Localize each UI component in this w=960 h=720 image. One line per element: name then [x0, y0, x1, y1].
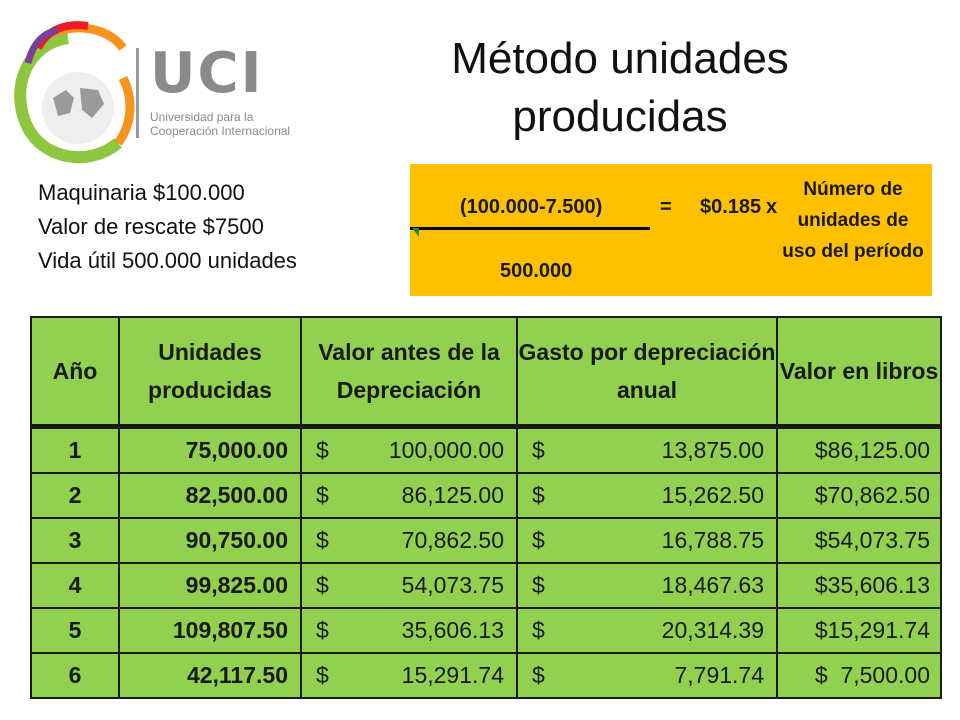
- formula-units: Número de unidades de uso del período: [778, 174, 928, 267]
- currency-symbol: $: [316, 437, 329, 463]
- currency-symbol: $: [316, 482, 329, 508]
- currency-symbol: $: [532, 437, 545, 463]
- expense-amount: 18,467.63: [661, 572, 764, 598]
- header-book-value: Valor en libros: [776, 316, 942, 428]
- logo-subtitle-line2: Cooperación Internacional: [150, 124, 291, 138]
- value-before-amount: 86,125.00: [401, 482, 504, 508]
- value-before-cell: $54,073.75: [300, 562, 518, 609]
- table-header-row: Año Unidades producidas Valor antes de l…: [30, 316, 942, 428]
- depreciation-table: Año Unidades producidas Valor antes de l…: [30, 316, 942, 699]
- book-value-cell: $ 7,500.00: [776, 652, 942, 699]
- formula-units-line2: unidades de: [797, 210, 909, 231]
- expense-cell: $7,791.74: [516, 652, 778, 699]
- table-row: 1 75,000.00 $100,000.00 $13,875.00 $86,1…: [30, 424, 942, 474]
- book-value-cell: $54,073.75: [776, 517, 942, 564]
- machinery-cost: Maquinaria $100.000: [38, 180, 245, 205]
- formula-units-line3: uso del período: [782, 241, 924, 262]
- formula-units-line1: Número de: [803, 179, 903, 200]
- value-before-amount: 54,073.75: [401, 572, 504, 598]
- expense-amount: 15,262.50: [661, 482, 764, 508]
- currency-symbol: $: [316, 662, 329, 688]
- expense-cell: $16,788.75: [516, 517, 778, 564]
- currency-symbol: $: [532, 617, 545, 643]
- expense-cell: $20,314.39: [516, 607, 778, 654]
- logo-subtitle: Universidad para la Cooperación Internac…: [150, 110, 290, 138]
- formula-numerator: (100.000-7.500): [460, 196, 603, 218]
- logo-divider: [136, 48, 139, 138]
- asset-info: Maquinaria $100.000 Valor de rescate $75…: [38, 176, 297, 278]
- currency-symbol: $: [316, 572, 329, 598]
- year-cell: 1: [30, 424, 120, 474]
- logo-subtitle-line1: Universidad para la: [150, 110, 254, 124]
- salvage-value: Valor de rescate $7500: [38, 214, 264, 239]
- book-value-cell: $35,606.13: [776, 562, 942, 609]
- value-before-cell: $70,862.50: [300, 517, 518, 564]
- expense-amount: 16,788.75: [661, 527, 764, 553]
- book-value-cell: $15,291.74: [776, 607, 942, 654]
- value-before-cell: $15,291.74: [300, 652, 518, 699]
- header-value-before: Valor antes de la Depreciación: [300, 316, 518, 428]
- formula-equals: =: [660, 196, 672, 218]
- year-cell: 3: [30, 517, 120, 564]
- green-marker-icon: [412, 228, 419, 237]
- currency-symbol: $: [532, 527, 545, 553]
- header-units: Unidades producidas: [118, 316, 302, 428]
- year-cell: 6: [30, 652, 120, 699]
- book-value-cell: $86,125.00: [776, 424, 942, 474]
- uci-logo: UCI Universidad para la Cooperación Inte…: [8, 18, 328, 168]
- value-before-cell: $86,125.00: [300, 472, 518, 519]
- table-row: 3 90,750.00 $70,862.50 $16,788.75 $54,07…: [30, 517, 942, 564]
- header-expense: Gasto por depreciación anual: [516, 316, 778, 428]
- expense-amount: 13,875.00: [661, 437, 764, 463]
- formula-times: x: [766, 196, 778, 218]
- table-row: 2 82,500.00 $86,125.00 $15,262.50 $70,86…: [30, 472, 942, 519]
- units-cell: 82,500.00: [118, 472, 302, 519]
- currency-symbol: $: [316, 617, 329, 643]
- page-title: Método unidades producidas: [451, 34, 789, 141]
- year-cell: 4: [30, 562, 120, 609]
- expense-cell: $18,467.63: [516, 562, 778, 609]
- units-cell: 90,750.00: [118, 517, 302, 564]
- value-before-amount: 15,291.74: [401, 662, 504, 688]
- units-cell: 109,807.50: [118, 607, 302, 654]
- expense-amount: 20,314.39: [661, 617, 764, 643]
- globe-swirl-icon: [14, 21, 135, 164]
- year-cell: 2: [30, 472, 120, 519]
- table-row: 4 99,825.00 $54,073.75 $18,467.63 $35,60…: [30, 562, 942, 609]
- formula-rate: $0.185: [700, 196, 762, 218]
- currency-symbol: $: [532, 482, 545, 508]
- currency-symbol: $: [532, 662, 545, 688]
- expense-amount: 7,791.74: [674, 662, 764, 688]
- value-before-cell: $100,000.00: [300, 424, 518, 474]
- units-cell: 99,825.00: [118, 562, 302, 609]
- value-before-amount: 35,606.13: [401, 617, 504, 643]
- year-cell: 5: [30, 607, 120, 654]
- expense-cell: $15,262.50: [516, 472, 778, 519]
- fraction-line: [410, 227, 650, 230]
- value-before-cell: $35,606.13: [300, 607, 518, 654]
- value-before-amount: 100,000.00: [388, 437, 504, 463]
- expense-cell: $13,875.00: [516, 424, 778, 474]
- units-cell: 75,000.00: [118, 424, 302, 474]
- currency-symbol: $: [316, 527, 329, 553]
- formula-denominator: 500.000: [500, 260, 573, 282]
- header-year: Año: [30, 316, 120, 428]
- useful-life: Vida útil 500.000 unidades: [38, 248, 297, 273]
- logo-brand: UCI: [150, 41, 264, 106]
- value-before-amount: 70,862.50: [401, 527, 504, 553]
- units-cell: 42,117.50: [118, 652, 302, 699]
- currency-symbol: $: [532, 572, 545, 598]
- formula-box: (100.000-7.500) 500.000 = $0.185 x Númer…: [410, 164, 932, 296]
- table-row: 5 109,807.50 $35,606.13 $20,314.39 $15,2…: [30, 607, 942, 654]
- book-value-cell: $70,862.50: [776, 472, 942, 519]
- table-row: 6 42,117.50 $15,291.74 $7,791.74 $ 7,500…: [30, 652, 942, 699]
